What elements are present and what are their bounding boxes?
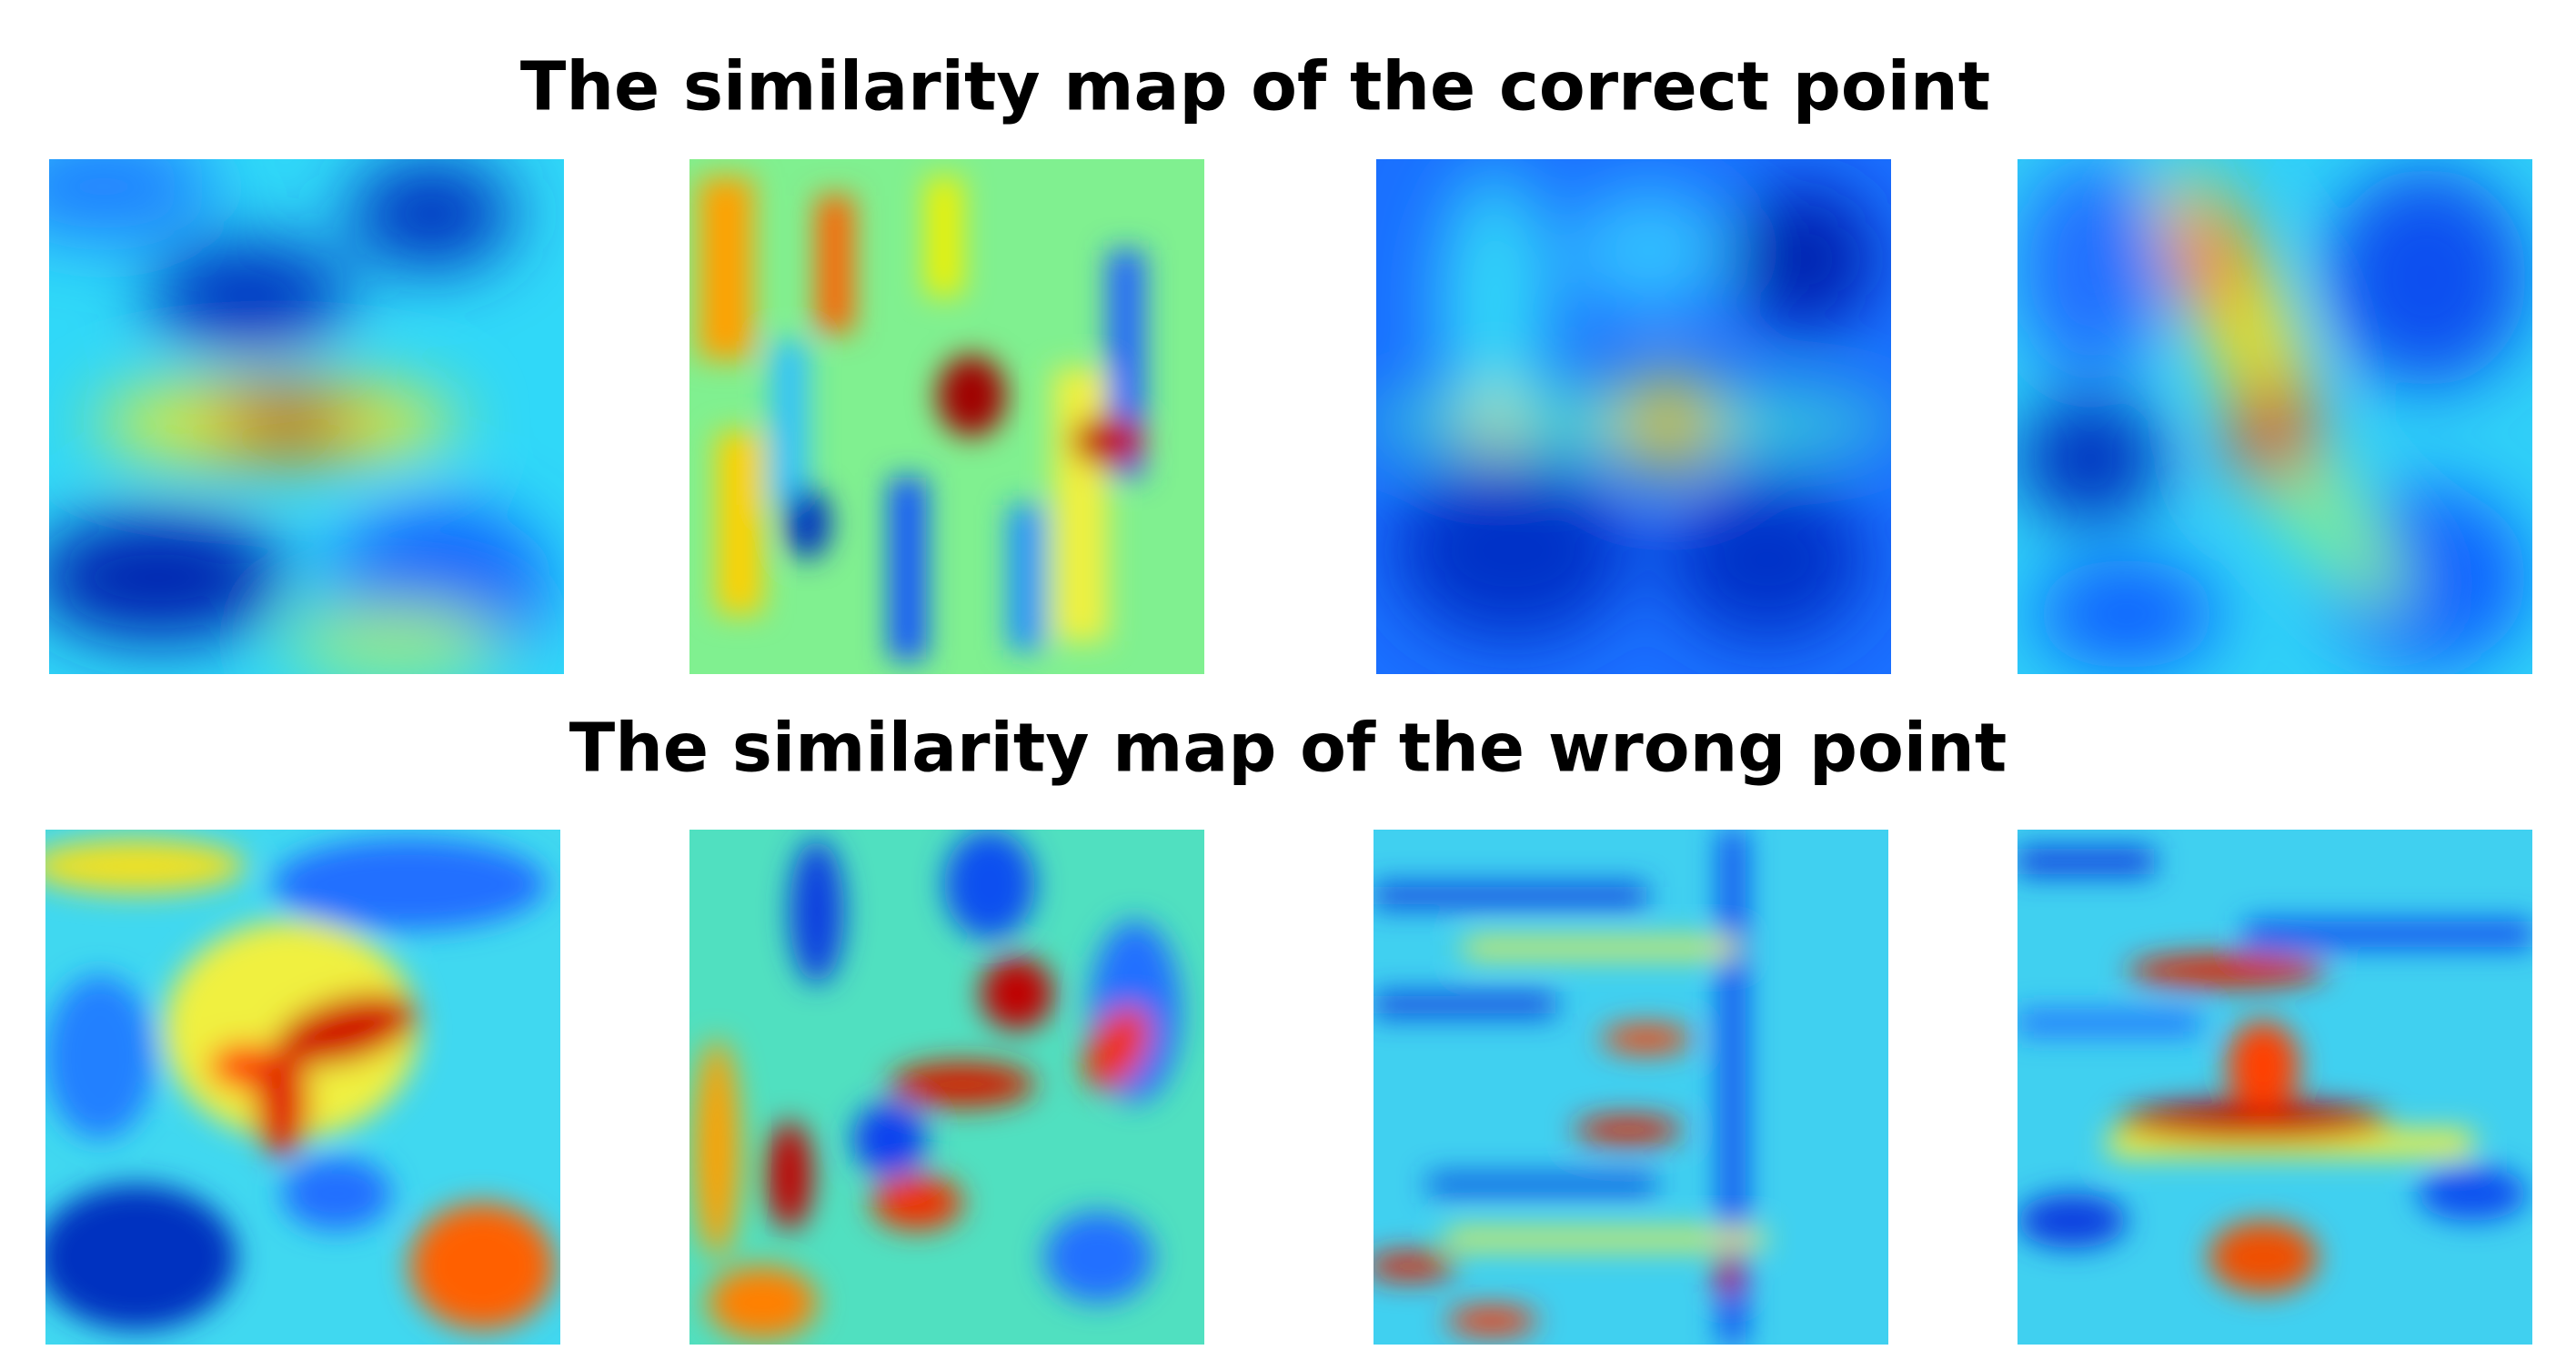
row-title: The similarity map of the wrong point	[569, 710, 2007, 788]
heatmap	[689, 830, 1204, 1345]
heatmap	[1374, 830, 1888, 1345]
heatmap	[1376, 159, 1891, 674]
heatmap	[2018, 159, 2532, 674]
heatmap	[49, 159, 564, 674]
heatmap	[45, 830, 560, 1345]
row-title: The similarity map of the correct point	[520, 48, 1990, 126]
heatmap	[689, 159, 1204, 674]
heatmap	[2018, 830, 2532, 1345]
